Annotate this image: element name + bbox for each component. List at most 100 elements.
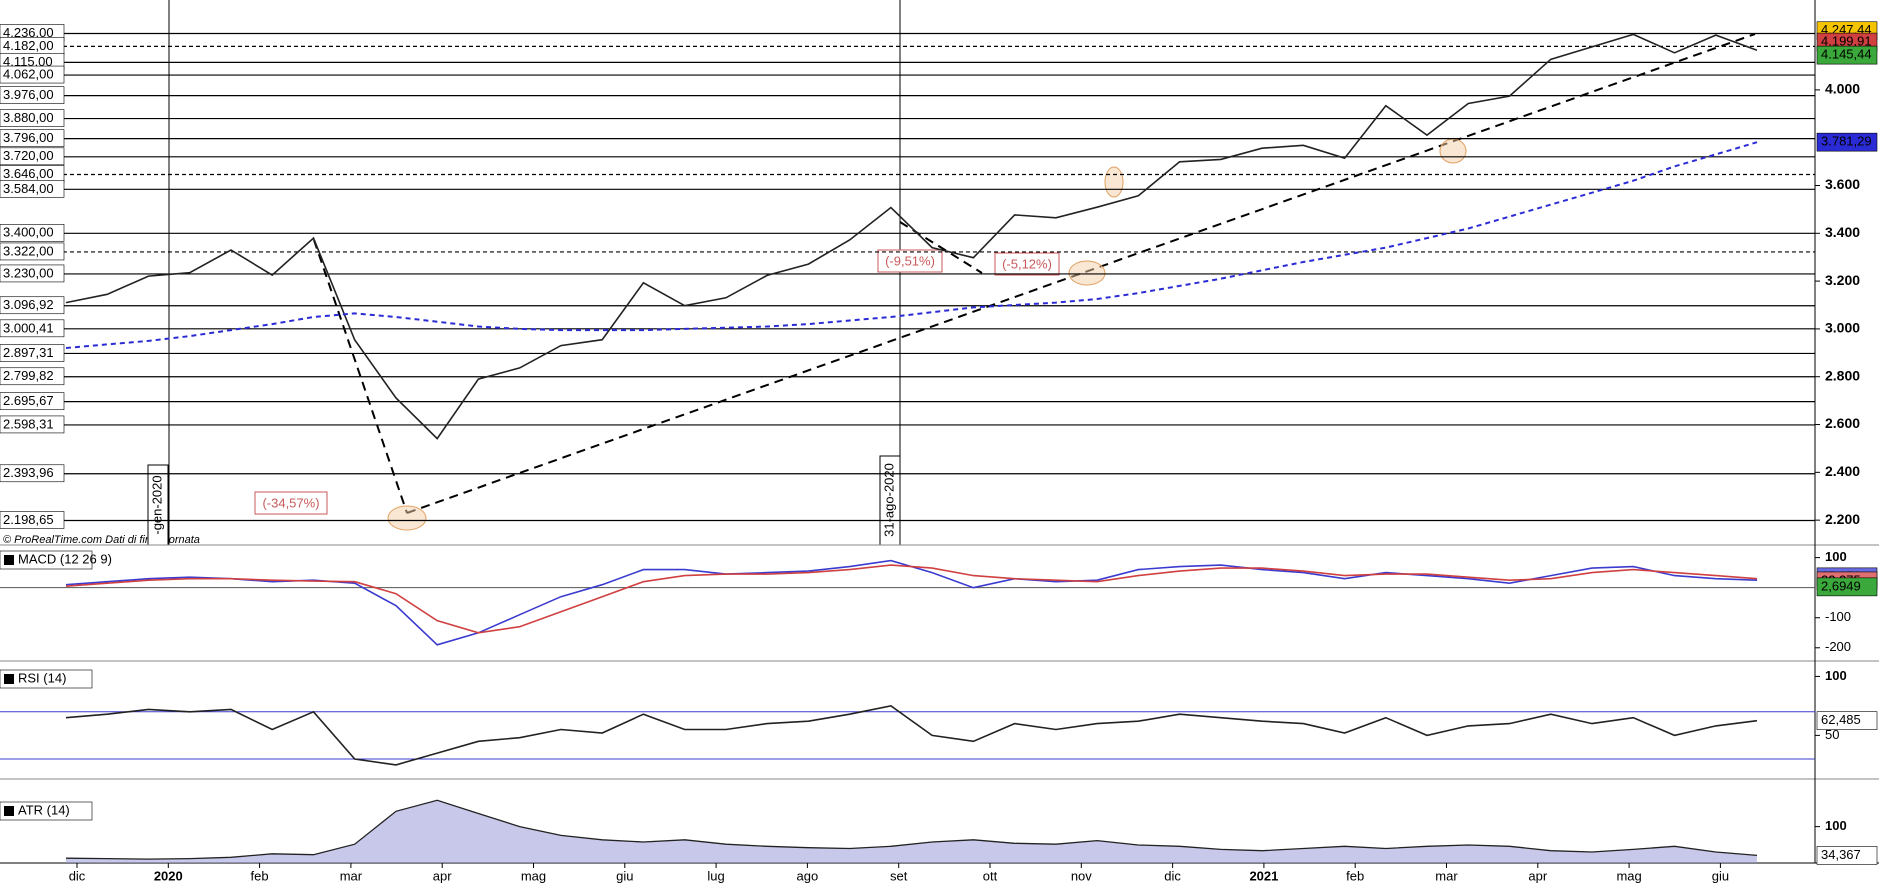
level-label-box <box>0 319 65 338</box>
y-tick-label: -100 <box>1825 609 1851 624</box>
highlight <box>387 505 427 531</box>
level-label: 3.796,00 <box>3 130 54 145</box>
level-label: 2.393,96 <box>3 465 54 480</box>
level-label-box <box>0 415 65 434</box>
y-tick-label: 100 <box>1825 668 1847 683</box>
level-label: 3.720,00 <box>3 148 54 163</box>
y-tick-label: 2.400 <box>1825 463 1860 479</box>
series-line <box>65 141 1758 349</box>
panel-title: MACD (12 26 9) <box>18 551 112 566</box>
level-label-box <box>0 511 65 529</box>
annotation: (-9,51%) <box>885 253 935 268</box>
y-tick-label: 3.000 <box>1825 320 1860 336</box>
level-label: 3.096,92 <box>3 297 54 312</box>
price-badge <box>1816 132 1878 152</box>
x-tick-label: nov <box>1071 868 1092 883</box>
level-label-box <box>0 344 65 362</box>
panel-title-icon <box>4 674 14 684</box>
x-tick-label: apr <box>433 868 452 883</box>
level-label-box <box>0 464 65 483</box>
x-tick-label: ago <box>797 868 819 883</box>
area-line <box>65 799 1758 860</box>
level-label-box <box>0 65 65 84</box>
trend-line <box>406 33 1756 514</box>
level-label-box <box>0 296 65 315</box>
x-tick-label: apr <box>1528 868 1547 883</box>
y-tick-label: 2.600 <box>1825 415 1860 431</box>
x-tick-label: 2021 <box>1249 868 1278 883</box>
y-tick-label: 50 <box>1825 727 1839 742</box>
level-label: 2.799,82 <box>3 368 54 383</box>
annotation-box <box>877 249 943 273</box>
price-badge-label: 3.781,29 <box>1821 134 1872 149</box>
level-label: 2.198,65 <box>3 512 54 527</box>
y-tick-label: -200 <box>1825 639 1851 654</box>
y-tick-label: 3.400 <box>1825 224 1860 240</box>
level-label: 3.000,41 <box>3 320 54 335</box>
x-tick-label: ott <box>983 868 998 883</box>
x-tick-label: feb <box>1346 868 1364 883</box>
x-tick-label: giu <box>1712 868 1729 883</box>
level-label: 3.584,00 <box>3 181 54 196</box>
y-tick-label: 2.800 <box>1825 367 1860 383</box>
level-label: 3.322,00 <box>3 243 54 258</box>
annotation: (-5,12%) <box>1002 256 1052 271</box>
price-badge-label: 34,367 <box>1821 847 1861 862</box>
x-tick-label: set <box>890 868 908 883</box>
series-line <box>65 564 1758 634</box>
price-badge <box>1816 846 1878 865</box>
level-label: 4.115,00 <box>3 54 53 69</box>
y-tick-label: 100 <box>1825 818 1847 833</box>
level-label-box <box>0 147 65 166</box>
highlight <box>1439 138 1467 164</box>
date-label: -gen-2020 <box>149 475 164 534</box>
level-label: 4.062,00 <box>3 66 54 81</box>
price-badge <box>1816 577 1878 597</box>
level-label: 3.400,00 <box>3 225 54 240</box>
x-tick-label: dic <box>69 868 86 883</box>
level-label: 4.182,00 <box>3 38 54 53</box>
level-label-box <box>0 129 65 147</box>
series-line <box>65 705 1758 766</box>
level-label: 3.976,00 <box>3 87 54 102</box>
x-tick-label: giu <box>616 868 633 883</box>
highlight <box>1104 166 1124 198</box>
x-tick-label: mag <box>521 868 546 883</box>
level-label-box <box>0 367 65 386</box>
x-tick-label: dic <box>1164 868 1181 883</box>
panel-title-icon <box>4 555 14 565</box>
panel-title-box <box>0 669 93 689</box>
y-tick-label: 3.600 <box>1825 176 1860 192</box>
x-tick-label: mar <box>340 868 363 883</box>
annotation: (-34,57%) <box>262 495 319 510</box>
panel-title-box <box>0 801 93 821</box>
y-tick-label: 2.200 <box>1825 511 1860 527</box>
series-line <box>65 33 1758 440</box>
y-tick-label: 100 <box>1825 549 1847 564</box>
highlight <box>1068 260 1106 286</box>
panel-title-icon <box>4 806 14 816</box>
price-badge-label: 2,6949 <box>1821 578 1861 593</box>
level-label: 2.695,67 <box>3 393 54 408</box>
level-label-box <box>0 223 65 242</box>
price-badge-label: 4.145,44 <box>1821 47 1872 62</box>
annotation-box <box>994 252 1060 276</box>
annotation-box <box>254 491 328 515</box>
level-label-box <box>0 109 65 127</box>
level-label-box <box>0 242 65 261</box>
x-tick-label: mag <box>1616 868 1641 883</box>
level-label: 3.880,00 <box>3 110 54 125</box>
date-label: 31-ago-2020 <box>881 463 896 537</box>
x-tick-label: 2020 <box>154 868 183 883</box>
level-label: 2.598,31 <box>3 416 54 431</box>
level-label: 2.897,31 <box>3 345 54 360</box>
level-label-box <box>0 392 65 410</box>
price-badge <box>1816 45 1878 65</box>
price-badge-label: 4.199,91 <box>1821 34 1872 49</box>
level-label: 3.646,00 <box>3 166 54 181</box>
price-badge <box>1816 711 1878 730</box>
price-badge-label: 62,485 <box>1821 712 1861 727</box>
y-tick-label: 4.000 <box>1825 81 1860 97</box>
